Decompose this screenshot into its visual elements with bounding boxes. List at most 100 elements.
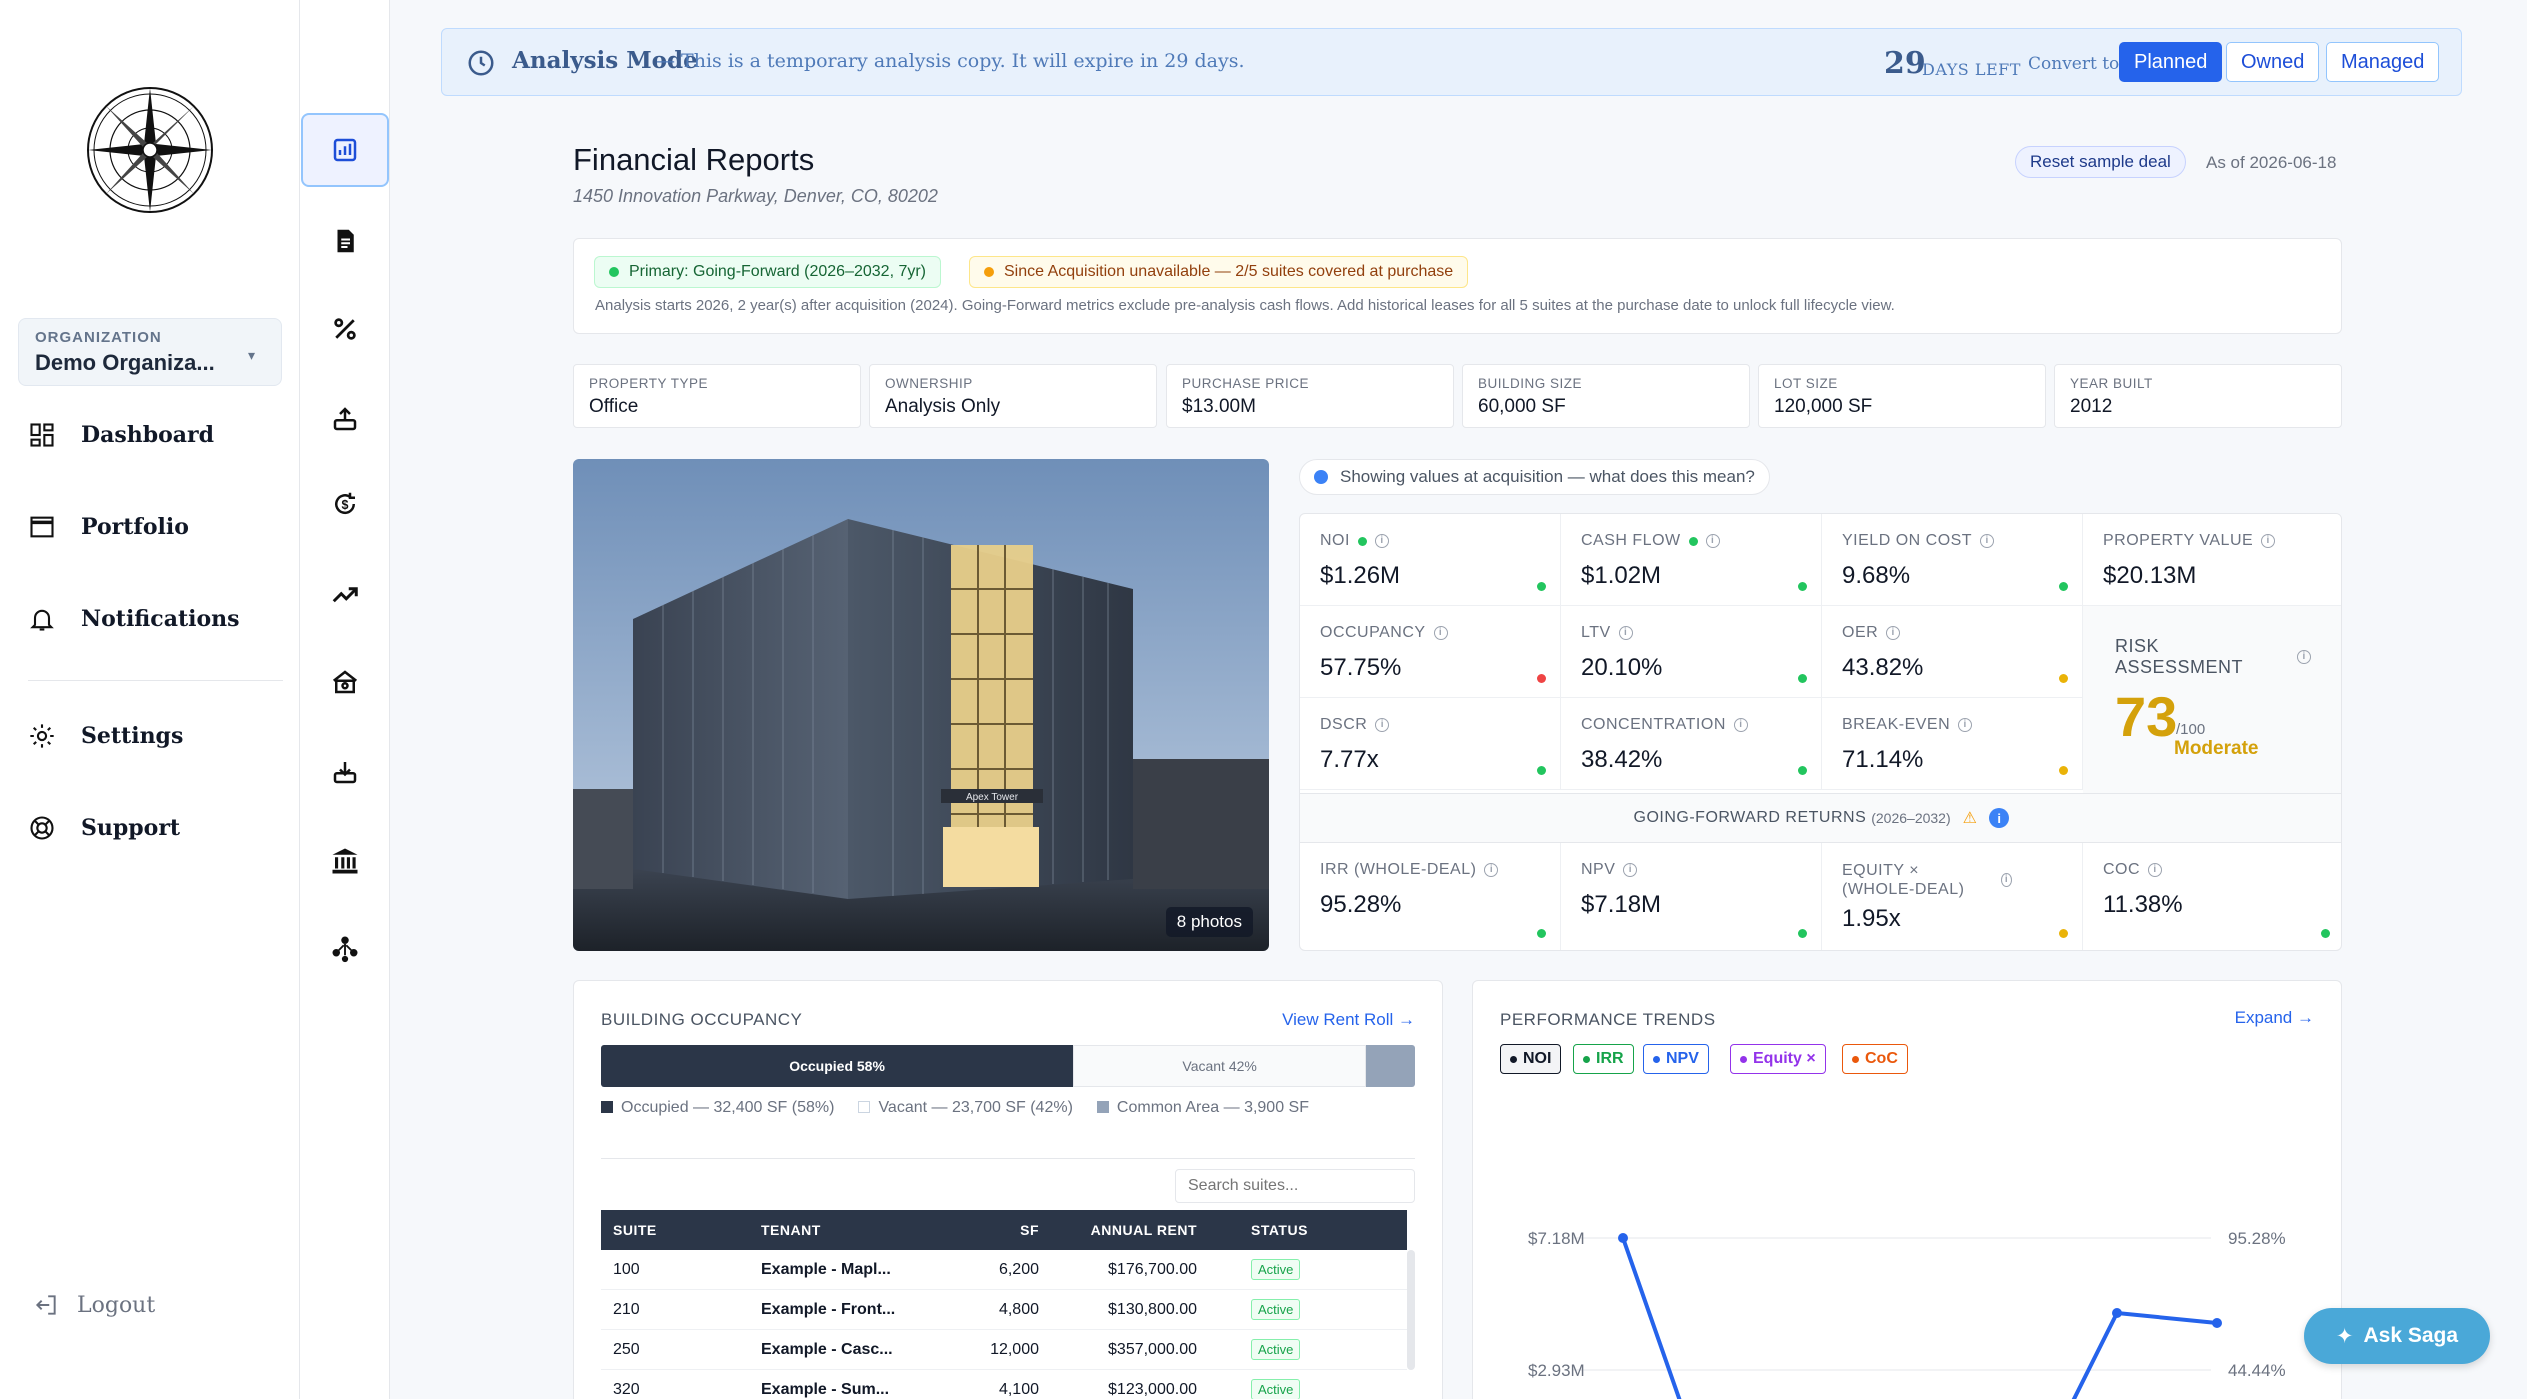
return-equity-whole-deal: EQUITY × (WHOLE-DEAL) i 1.95x [1822, 843, 2083, 950]
trends-title: PERFORMANCE TRENDS [1500, 1010, 1716, 1029]
left-axis-tick: $7.18M [1528, 1229, 1585, 1248]
rail-financing[interactable] [301, 824, 389, 898]
reset-sample-deal-button[interactable]: Reset sample deal [2015, 146, 2186, 178]
metric-property-value: PROPERTY VALUE i $20.13M [2083, 514, 2341, 606]
info-icon[interactable]: i [2297, 650, 2311, 664]
rail-documents[interactable] [301, 204, 389, 278]
building-size-card: BUILDING SIZE 60,000 SF [1462, 364, 1750, 428]
table-header: SUITE TENANT SF ANNUAL RENT STATUS [601, 1210, 1407, 1250]
convert-planned-button[interactable]: Planned [2119, 42, 2223, 82]
vacant-segment: Vacant 42% [1073, 1045, 1367, 1087]
primary-period-pill[interactable]: Primary: Going-Forward (2026–2032, 7yr) [594, 256, 942, 288]
nav-settings[interactable]: Settings [28, 716, 183, 756]
trend-toggle-label: NOI [1523, 1050, 1552, 1067]
status-dot [1357, 536, 1367, 546]
metric-noi: NOI i $1.26M [1300, 514, 1561, 606]
info-icon[interactable]: i [2148, 863, 2163, 877]
column-status[interactable]: STATUS [1251, 1222, 1308, 1238]
performance-trends-card: $7.18M $2.93M 95.28% 44.44% PERFORMANCE … [1472, 980, 2342, 1399]
convert-owned-button[interactable]: Owned [2226, 42, 2320, 82]
info-icon[interactable]: i [2001, 873, 2012, 887]
tenant-cell: Example - Casc... [761, 1340, 893, 1358]
rail-cash-flow[interactable]: $ [301, 467, 389, 541]
convert-managed-button[interactable]: Managed [2326, 42, 2440, 82]
legend-occupied: Occupied — 32,400 SF (58%) [601, 1099, 834, 1117]
status-dot [2059, 582, 2068, 591]
npv-point[interactable] [2112, 1308, 2122, 1318]
metric-yield-on-cost: YIELD ON COST i 9.68% [1822, 514, 2083, 606]
expand-link[interactable]: Expand → [2234, 1008, 2314, 1027]
info-icon[interactable]: i [1980, 534, 1995, 548]
column-sf[interactable]: SF [1020, 1222, 1039, 1238]
metric-label: OER [1842, 624, 1879, 641]
column-suite[interactable]: SUITE [613, 1222, 657, 1238]
column-annual-rent[interactable]: ANNUAL RENT [1090, 1222, 1197, 1238]
suite-search-input[interactable] [1175, 1169, 1415, 1203]
rail-download[interactable] [301, 735, 389, 809]
since-acquisition-pill[interactable]: Since Acquisition unavailable — 2/5 suit… [969, 256, 1469, 288]
rent-cell: $123,000.00 [1108, 1380, 1197, 1398]
logout-button[interactable]: Logout [33, 1292, 155, 1318]
table-row[interactable]: 250 Example - Casc... 12,000 $357,000.00 Act… [601, 1330, 1407, 1370]
metric-label: NOI [1320, 532, 1350, 549]
metric-label: YIELD ON COST [1842, 532, 1973, 549]
organization-selector[interactable]: ORGANIZATION Demo Organiza... ▾ [18, 318, 282, 386]
property-photo[interactable]: Apex Tower 8 photos [573, 459, 1269, 951]
info-icon[interactable]: i [1375, 718, 1390, 732]
nav-notifications[interactable]: Notifications [28, 599, 240, 639]
info-icon[interactable]: i [1623, 863, 1638, 877]
view-rent-roll-link[interactable]: View Rent Roll → [1282, 1010, 1415, 1029]
info-icon[interactable]: i [1433, 626, 1448, 640]
rail-structure[interactable] [301, 912, 389, 986]
nav-dashboard[interactable]: Dashboard [28, 415, 214, 455]
photo-count-badge[interactable]: 8 photos [1165, 907, 1253, 937]
info-icon[interactable]: i [1989, 808, 2010, 828]
trend-toggle-equity[interactable]: Equity × [1730, 1044, 1826, 1074]
gear-icon [30, 724, 54, 748]
trend-toggle-irr[interactable]: IRR [1573, 1044, 1634, 1074]
npv-point[interactable] [2212, 1318, 2222, 1328]
column-tenant[interactable]: TENANT [761, 1222, 821, 1238]
metric-break-even: BREAK-EVEN i 71.14% [1822, 698, 2083, 790]
table-scrollbar[interactable] [1407, 1250, 1415, 1370]
rail-rates[interactable] [301, 292, 389, 366]
nav-support[interactable]: Support [28, 808, 180, 848]
rail-financial-reports[interactable] [301, 113, 389, 187]
year-built-card: YEAR BUILT 2012 [2054, 364, 2342, 428]
rail-upload[interactable] [301, 382, 389, 456]
tool-rail: $ [300, 0, 390, 1399]
occupancy-legend: Occupied — 32,400 SF (58%) Vacant — 23,7… [601, 1099, 1309, 1117]
status-badge: Active [1251, 1338, 1301, 1360]
occupied-segment: Occupied 58% [601, 1045, 1074, 1087]
npv-point[interactable] [1618, 1233, 1628, 1243]
status-dot [1688, 536, 1698, 546]
trend-toggle-noi[interactable]: NOI [1500, 1044, 1562, 1074]
info-icon[interactable]: i [1374, 534, 1389, 548]
trend-toggle-coc[interactable]: CoC [1842, 1044, 1908, 1074]
rail-trends[interactable] [301, 558, 389, 632]
info-icon[interactable]: i [2261, 534, 2276, 548]
info-icon[interactable]: i [1705, 534, 1720, 548]
showing-values-pill[interactable]: Showing values at acquisition — what doe… [1299, 459, 1770, 495]
info-icon[interactable]: i [1618, 626, 1633, 640]
rail-property[interactable] [301, 645, 389, 719]
svg-text:$: $ [342, 498, 349, 512]
compass-logo[interactable] [85, 85, 215, 215]
ask-saga-button[interactable]: ✦ Ask Saga [2304, 1308, 2490, 1364]
trend-toggle-label: CoC [1865, 1050, 1898, 1067]
warning-icon[interactable]: ⚠ [1962, 810, 1978, 827]
nav-portfolio[interactable]: Portfolio [28, 507, 189, 547]
table-row[interactable]: 210 Example - Front... 4,800 $130,800.00 Act… [601, 1290, 1407, 1330]
return-label: COC [2103, 861, 2141, 878]
organization-name: Demo Organiza... [35, 350, 215, 375]
as-of-date: As of 2026-06-18 [2206, 153, 2337, 172]
info-icon[interactable]: i [1733, 718, 1748, 732]
info-icon[interactable]: i [1886, 626, 1901, 640]
info-icon[interactable]: i [1958, 718, 1973, 732]
sf-cell: 4,800 [998, 1300, 1039, 1318]
table-row[interactable]: 100 Example - Mapl... 6,200 $176,700.00 Acti… [601, 1250, 1407, 1290]
info-icon[interactable]: i [1484, 863, 1499, 877]
metric-value: 57.75% [1320, 654, 1402, 681]
table-row[interactable]: 320 Example - Sum... 4,100 $123,000.00 Activ… [601, 1370, 1407, 1399]
trend-toggle-npv[interactable]: NPV [1643, 1044, 1709, 1074]
